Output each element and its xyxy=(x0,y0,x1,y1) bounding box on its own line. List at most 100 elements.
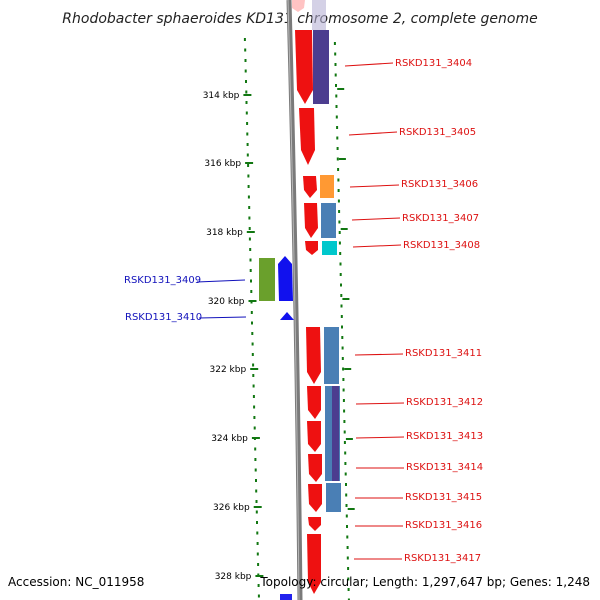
ring-dot xyxy=(247,185,250,188)
gene-label[interactable]: RSKD131_3406 xyxy=(401,179,478,190)
ring-dot xyxy=(343,420,346,423)
ring-dot xyxy=(341,346,344,350)
ring-tick xyxy=(345,438,353,440)
ring-dot xyxy=(339,273,342,276)
axis-ticks: 314 kbp 316 kbp 318 kbp 320 kbp 322 kbp 324 k… xyxy=(203,91,264,582)
axis-tick-mark xyxy=(251,437,260,439)
leader-line xyxy=(349,184,400,188)
ring-tick xyxy=(344,368,352,370)
ring-dot xyxy=(344,462,347,465)
ring-dot xyxy=(252,395,255,398)
ring-dot xyxy=(344,451,347,455)
gene-arrow-3406 xyxy=(303,176,317,198)
ring-dot xyxy=(250,290,253,293)
ring-dot xyxy=(337,168,340,171)
ring-tick xyxy=(342,298,350,300)
ring-dot xyxy=(334,73,337,77)
ring-dot xyxy=(347,567,350,570)
axis-tick-label: 328 kbp xyxy=(215,572,252,582)
ring-dot xyxy=(337,189,340,192)
ring-dot xyxy=(245,80,247,83)
ring-dot xyxy=(257,594,260,598)
gene-label[interactable]: RSKD131_3410 xyxy=(125,312,202,323)
ring-dot xyxy=(337,178,340,182)
ring-dot xyxy=(244,59,247,62)
ring-dot xyxy=(336,126,339,129)
gene-arrow-3417 xyxy=(307,534,321,594)
gene-arrow xyxy=(292,0,305,12)
axis-tick-mark xyxy=(248,300,257,302)
ring-dot xyxy=(248,216,251,220)
leader-line xyxy=(198,316,247,319)
ring-dot xyxy=(341,357,344,360)
ring-dot xyxy=(336,157,339,161)
ring-dot xyxy=(337,199,340,203)
gene-label[interactable]: RSKD131_3407 xyxy=(402,213,479,224)
gene-label[interactable]: RSKD131_3412 xyxy=(406,397,483,408)
ring-dot xyxy=(342,378,345,381)
ring-dot xyxy=(254,447,257,451)
map-title: Rhodobacter sphaeroides KD131 chromosome… xyxy=(62,11,537,27)
gene-arrow-3404 xyxy=(295,30,313,104)
ring-dot xyxy=(255,510,258,514)
ring-dot xyxy=(249,258,252,262)
axis-tick-mark xyxy=(250,368,259,370)
gene-label[interactable]: RSKD131_3409 xyxy=(124,275,201,286)
gene-label[interactable]: RSKD131_3414 xyxy=(406,462,483,473)
ring-dot xyxy=(341,336,344,339)
ring-dot xyxy=(252,363,255,367)
gene-arrow-3412 xyxy=(307,386,321,419)
gene-arrow-3408 xyxy=(305,241,318,255)
ring-dot xyxy=(345,483,347,486)
ring-dot xyxy=(339,262,342,266)
gene-label[interactable]: RSKD131_3415 xyxy=(405,492,482,503)
ring-dot xyxy=(341,325,343,329)
ring-dot xyxy=(246,143,249,146)
gene-label[interactable]: RSKD131_3408 xyxy=(403,240,480,251)
ring-dot xyxy=(338,220,341,224)
ring-dot xyxy=(248,206,251,209)
ring-dot xyxy=(256,552,259,556)
ring-dot xyxy=(333,42,336,45)
ring-tick xyxy=(338,158,346,160)
ring-dot xyxy=(345,514,348,518)
axis-tick-mark xyxy=(253,506,262,508)
ring-dot xyxy=(244,69,247,73)
chromosome-backbone xyxy=(286,0,303,600)
ring-dot xyxy=(255,500,258,503)
gene-label[interactable]: RSKD131_3411 xyxy=(405,348,482,359)
gene-arrow-3405 xyxy=(299,108,315,165)
gene-label[interactable]: RSKD131_3417 xyxy=(404,553,481,564)
ring-dot xyxy=(247,195,250,199)
gene-arrow-3416 xyxy=(308,517,321,531)
ring-dot xyxy=(342,388,345,392)
ring-dot xyxy=(334,63,337,66)
leader-line xyxy=(351,217,401,221)
ring-dot xyxy=(254,458,257,461)
ring-dot xyxy=(346,546,349,549)
inner-ring-right xyxy=(333,42,355,600)
ring-dot xyxy=(342,399,345,402)
feature-block-3408 xyxy=(322,241,337,255)
ring-tick xyxy=(337,88,345,90)
ring-dot xyxy=(246,153,249,157)
gene-label[interactable]: RSKD131_3413 xyxy=(406,431,483,442)
gene-arrow-3413 xyxy=(307,421,321,452)
axis-tick-mark xyxy=(243,94,252,96)
ring-dot xyxy=(340,315,343,318)
ring-dot xyxy=(249,248,252,251)
ring-dot xyxy=(248,237,251,241)
ring-dot xyxy=(256,531,259,535)
ring-dot xyxy=(256,521,258,524)
gene-labels: RSKD131_3404 RSKD131_3405 RSKD131_3406 RSKD… xyxy=(124,58,483,564)
feature-block-3406 xyxy=(320,175,334,198)
ring-dot xyxy=(335,105,338,108)
gene-label[interactable]: RSKD131_3405 xyxy=(399,127,476,138)
gene-label[interactable]: RSKD131_3404 xyxy=(395,58,472,69)
gene-label[interactable]: RSKD131_3416 xyxy=(405,520,482,531)
ring-dot xyxy=(246,122,249,125)
ring-dot xyxy=(257,584,260,587)
leader-line xyxy=(355,436,405,439)
outer-ring-left xyxy=(243,38,260,598)
